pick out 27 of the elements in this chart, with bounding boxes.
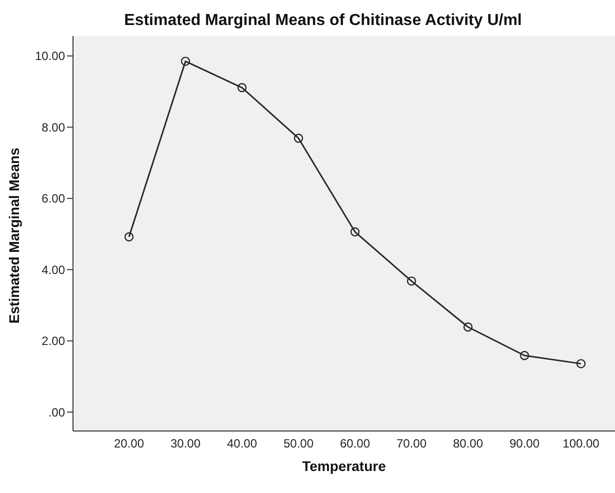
x-tick-label: 100.00	[562, 436, 600, 451]
point	[350, 227, 360, 236]
x-tick-label: 90.00	[509, 436, 540, 451]
point	[406, 276, 416, 286]
y-axis-title: Estimated Marginal Means	[6, 147, 22, 324]
chart-title: Estimated Marginal Means of Chitinase Activity U/ml	[123, 12, 523, 30]
x-tick-label: 30.00	[170, 436, 201, 451]
x-axis-title: Temperature	[302, 458, 386, 474]
x-tick-label: 40.00	[226, 436, 258, 451]
y-tick-label: 8.00	[42, 120, 66, 134]
point	[294, 134, 304, 143]
point	[180, 56, 190, 66]
point	[520, 350, 530, 360]
y-tick-label: 6.00	[42, 192, 66, 206]
y-tick-label: 10.00	[34, 49, 66, 64]
y-tick-label: 2.00	[42, 334, 66, 348]
y-tick-label: .00	[48, 405, 66, 420]
x-tick-label: 20.00	[114, 436, 144, 451]
point	[576, 359, 586, 368]
point	[237, 83, 247, 92]
point	[124, 232, 134, 242]
x-tick-label: 80.00	[452, 436, 484, 451]
point	[463, 322, 473, 332]
x-tick-label: 50.00	[283, 436, 314, 451]
x-tick-label: 60.00	[340, 436, 370, 451]
x-tick-label: 70.00	[396, 436, 427, 451]
y-tick-label: 4.00	[42, 262, 66, 277]
